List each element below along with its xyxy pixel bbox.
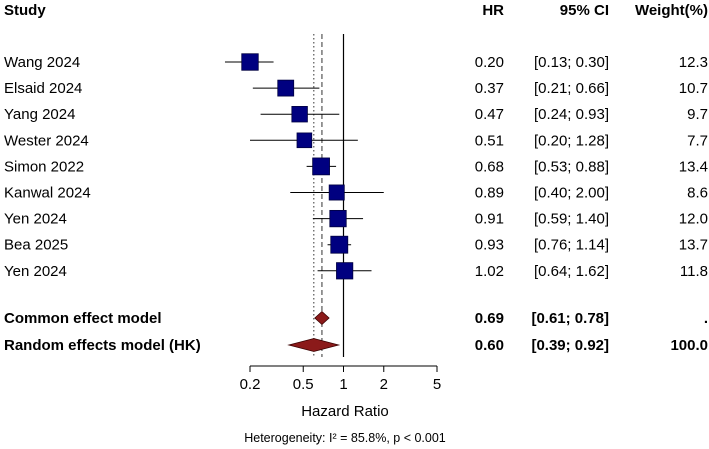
study-weight: 9.7 bbox=[687, 106, 708, 123]
study-ci: [0.21; 0.66] bbox=[534, 80, 609, 97]
x-axis-label: Hazard Ratio bbox=[301, 403, 389, 420]
study-square bbox=[291, 106, 308, 123]
study-hr: 0.91 bbox=[475, 211, 504, 228]
pooled-weight: 100.0 bbox=[670, 337, 708, 354]
study-weight: 8.6 bbox=[687, 185, 708, 202]
study-hr: 0.89 bbox=[475, 185, 504, 202]
pooled-hr: 0.69 bbox=[475, 310, 504, 327]
study-ci: [0.40; 2.00] bbox=[534, 185, 609, 202]
pooled-diamond bbox=[287, 338, 341, 352]
study-square bbox=[328, 184, 345, 201]
x-axis: 0.2 0.5 1 2 5 bbox=[240, 365, 441, 393]
study-square bbox=[241, 53, 259, 71]
pooled-ci: [0.61; 0.78] bbox=[531, 310, 609, 327]
study-hr: 0.20 bbox=[475, 54, 504, 71]
pooled-weight: . bbox=[704, 310, 708, 327]
study-weight: 7.7 bbox=[687, 132, 708, 149]
heterogeneity-text: Heterogeneity: I² = 85.8%, p < 0.001 bbox=[244, 431, 446, 445]
study-square bbox=[330, 235, 349, 254]
pooled-diamond bbox=[314, 310, 330, 326]
pooled-hr: 0.60 bbox=[475, 337, 504, 354]
study-weight: 13.4 bbox=[679, 158, 708, 175]
study-name: Yang 2024 bbox=[4, 106, 75, 123]
pooled-ci: [0.39; 0.92] bbox=[531, 337, 609, 354]
study-name: Bea 2025 bbox=[4, 237, 68, 254]
header-study: Study bbox=[4, 2, 46, 19]
study-square bbox=[296, 132, 313, 149]
study-square bbox=[336, 262, 354, 280]
header-weight: Weight(%) bbox=[635, 2, 708, 19]
x-tick-label: 0.2 bbox=[240, 376, 261, 393]
pooled-name: Random effects model (HK) bbox=[4, 337, 201, 354]
pooled-name: Common effect model bbox=[4, 310, 162, 327]
study-weight: 12.3 bbox=[679, 54, 708, 71]
study-hr: 0.51 bbox=[475, 132, 504, 149]
x-tick-label: 1 bbox=[339, 376, 347, 393]
study-square bbox=[277, 79, 295, 97]
study-hr: 0.68 bbox=[475, 158, 504, 175]
study-hr: 0.47 bbox=[475, 106, 504, 123]
study-ci: [0.24; 0.93] bbox=[534, 106, 609, 123]
study-name: Simon 2022 bbox=[4, 158, 84, 175]
header-ci: 95% CI bbox=[560, 2, 609, 19]
study-ci: [0.59; 1.40] bbox=[534, 211, 609, 228]
study-weight: 13.7 bbox=[679, 237, 708, 254]
study-square bbox=[312, 157, 330, 176]
study-weight: 12.0 bbox=[679, 211, 708, 228]
plot-marks bbox=[224, 34, 384, 357]
study-ci: [0.53; 0.88] bbox=[534, 158, 609, 175]
header-hr: HR bbox=[482, 2, 504, 19]
study-square bbox=[329, 209, 347, 228]
study-hr: 1.02 bbox=[475, 263, 504, 280]
table-header: Study HR 95% CI Weight(%) bbox=[4, 2, 708, 19]
study-ci: [0.64; 1.62] bbox=[534, 263, 609, 280]
study-name: Wang 2024 bbox=[4, 54, 80, 71]
study-name: Wester 2024 bbox=[4, 132, 89, 149]
study-name: Elsaid 2024 bbox=[4, 80, 82, 97]
x-tick-label: 0.5 bbox=[293, 376, 314, 393]
study-name: Kanwal 2024 bbox=[4, 185, 91, 202]
study-hr: 0.93 bbox=[475, 237, 504, 254]
x-tick-label: 5 bbox=[433, 376, 441, 393]
study-hr: 0.37 bbox=[475, 80, 504, 97]
x-tick-label: 2 bbox=[380, 376, 388, 393]
study-weight: 11.8 bbox=[680, 263, 708, 280]
study-ci: [0.20; 1.28] bbox=[534, 132, 609, 149]
study-name: Yen 2024 bbox=[4, 263, 67, 280]
study-name: Yen 2024 bbox=[4, 211, 67, 228]
study-ci: [0.76; 1.14] bbox=[534, 237, 609, 254]
study-weight: 10.7 bbox=[679, 80, 708, 97]
study-rows: Wang 2024 0.20 [0.13; 0.30] 12.3 Elsaid 2024… bbox=[4, 54, 708, 354]
study-ci: [0.13; 0.30] bbox=[534, 54, 609, 71]
